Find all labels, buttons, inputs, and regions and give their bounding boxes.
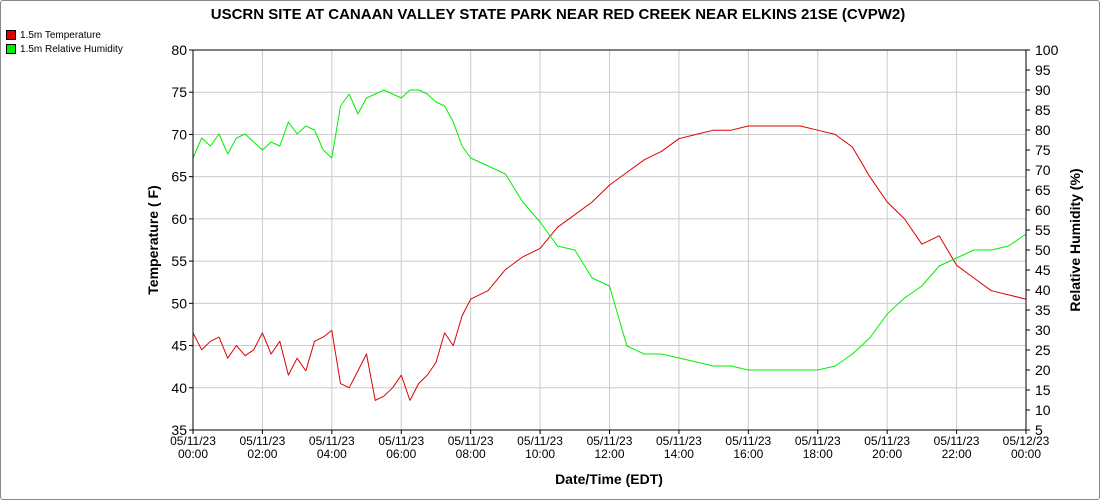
x-tick-label-time: 00:00 bbox=[1011, 447, 1041, 461]
x-tick-label-date: 05/11/23 bbox=[795, 434, 841, 448]
y-left-tick-label: 75 bbox=[171, 84, 187, 100]
y-right-tick-label: 55 bbox=[1035, 222, 1051, 238]
y-right-tick-label: 40 bbox=[1035, 282, 1051, 298]
y-right-tick-label: 15 bbox=[1035, 382, 1051, 398]
y-right-tick-label: 70 bbox=[1035, 162, 1051, 178]
x-tick-label-date: 05/11/23 bbox=[309, 434, 355, 448]
y-right-tick-label: 20 bbox=[1035, 362, 1051, 378]
y-right-tick-label: 10 bbox=[1035, 402, 1051, 418]
x-tick-label-time: 16:00 bbox=[733, 447, 763, 461]
x-tick-label-time: 10:00 bbox=[525, 447, 555, 461]
x-tick-label-time: 04:00 bbox=[317, 447, 347, 461]
x-tick-label-date: 05/11/23 bbox=[656, 434, 702, 448]
x-tick-label-date: 05/11/23 bbox=[378, 434, 424, 448]
y-right-tick-label: 95 bbox=[1035, 62, 1051, 78]
x-tick-label-date: 05/11/23 bbox=[170, 434, 216, 448]
y-left-tick-label: 60 bbox=[171, 211, 187, 227]
x-tick-label-date: 05/11/23 bbox=[725, 434, 771, 448]
x-tick-label-time: 18:00 bbox=[803, 447, 833, 461]
y-left-tick-label: 55 bbox=[171, 253, 187, 269]
y-right-tick-label: 75 bbox=[1035, 142, 1051, 158]
y-left-tick-label: 40 bbox=[171, 380, 187, 396]
x-tick-label-time: 02:00 bbox=[247, 447, 277, 461]
y-right-tick-label: 80 bbox=[1035, 122, 1051, 138]
y-right-tick-label: 65 bbox=[1035, 182, 1051, 198]
x-tick-label-date: 05/11/23 bbox=[587, 434, 633, 448]
y-right-tick-label: 85 bbox=[1035, 102, 1051, 118]
x-tick-label-time: 06:00 bbox=[386, 447, 416, 461]
y-right-tick-label: 30 bbox=[1035, 322, 1051, 338]
y-right-tick-label: 25 bbox=[1035, 342, 1051, 358]
y-left-tick-label: 50 bbox=[171, 295, 187, 311]
x-tick-label-time: 08:00 bbox=[456, 447, 486, 461]
y-right-tick-label: 5 bbox=[1035, 422, 1043, 438]
legend-item-humidity[interactable]: 1.5m Relative Humidity bbox=[6, 42, 123, 56]
x-tick-label-date: 05/11/23 bbox=[448, 434, 494, 448]
x-tick-label-date: 05/11/23 bbox=[240, 434, 286, 448]
y-left-tick-label: 80 bbox=[171, 42, 187, 58]
legend-item-temperature[interactable]: 1.5m Temperature bbox=[6, 28, 123, 42]
y-axis-right-label: Relative Humidity (%) bbox=[1067, 168, 1083, 311]
series-line-temperature bbox=[192, 125, 1027, 401]
legend-label-humidity: 1.5m Relative Humidity bbox=[20, 43, 123, 55]
x-tick-label-date: 05/11/23 bbox=[864, 434, 910, 448]
x-tick-label-date: 05/12/23 bbox=[1003, 434, 1050, 448]
series-line-humidity bbox=[192, 89, 1027, 371]
y-right-tick-label: 90 bbox=[1035, 82, 1051, 98]
x-tick-label-time: 20:00 bbox=[872, 447, 902, 461]
y-left-tick-label: 45 bbox=[171, 338, 187, 354]
y-left-tick-label: 65 bbox=[171, 169, 187, 185]
x-axis-label: Date/Time (EDT) bbox=[555, 471, 663, 487]
legend-swatch-humidity bbox=[6, 44, 16, 54]
y-right-tick-label: 50 bbox=[1035, 242, 1051, 258]
y-left-tick-label: 70 bbox=[171, 126, 187, 142]
series-lines bbox=[192, 89, 1027, 401]
axes: 05/11/2300:0005/11/2302:0005/11/2304:000… bbox=[170, 42, 1058, 461]
y-left-tick-label: 35 bbox=[171, 422, 187, 438]
x-tick-label-time: 22:00 bbox=[942, 447, 972, 461]
x-tick-label-time: 14:00 bbox=[664, 447, 694, 461]
x-tick-label-time: 00:00 bbox=[178, 447, 208, 461]
legend: 1.5m Temperature 1.5m Relative Humidity bbox=[6, 28, 123, 56]
y-right-tick-label: 45 bbox=[1035, 262, 1051, 278]
x-tick-label-date: 05/11/23 bbox=[934, 434, 980, 448]
legend-label-temperature: 1.5m Temperature bbox=[20, 29, 101, 41]
y-right-tick-label: 100 bbox=[1035, 42, 1059, 58]
legend-swatch-temperature bbox=[6, 30, 16, 40]
y-right-tick-label: 35 bbox=[1035, 302, 1051, 318]
y-axis-left-label: Temperature ( F) bbox=[145, 185, 161, 294]
chart-title: USCRN SITE AT CANAAN VALLEY STATE PARK N… bbox=[211, 6, 906, 23]
x-tick-label-date: 05/11/23 bbox=[517, 434, 563, 448]
y-right-tick-label: 60 bbox=[1035, 202, 1051, 218]
x-tick-label-time: 12:00 bbox=[594, 447, 624, 461]
